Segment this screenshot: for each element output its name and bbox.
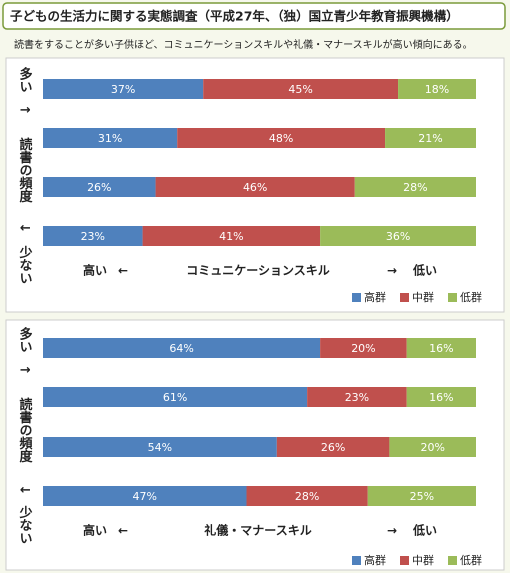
bar-segment — [406, 387, 476, 407]
bar-segment — [320, 226, 476, 246]
bar-segment — [406, 338, 476, 358]
value-label: 45% — [288, 83, 312, 96]
y-axis-label: ↑ — [17, 105, 32, 116]
title: 子どもの生活力に関する実態調査（平成27年、（独）国立青少年教育振興機構） — [10, 9, 459, 24]
value-label: 26% — [87, 181, 111, 194]
legend-label: 低群 — [460, 553, 482, 567]
bar-segment — [389, 437, 476, 457]
y-axis-label: 多い — [17, 326, 33, 353]
y-axis-label: ↓ — [17, 223, 32, 234]
subtitle: 読書をすることが多い子供ほど、コミュニケーションスキルや礼儀・マナースキルが高い… — [14, 38, 473, 51]
value-label: 20% — [351, 342, 375, 355]
bar-segment — [43, 226, 143, 246]
bar-segment — [276, 437, 390, 457]
value-label: 36% — [386, 230, 410, 243]
bar-segment — [320, 338, 407, 358]
value-label: 21% — [418, 132, 442, 145]
bar-segment — [246, 486, 368, 506]
value-label: 18% — [425, 83, 449, 96]
value-label: 16% — [429, 342, 453, 355]
bar-segment — [354, 177, 476, 197]
value-label: 25% — [410, 490, 434, 503]
value-label: 20% — [420, 441, 444, 454]
legend-label: 低群 — [460, 290, 482, 304]
value-label: 23% — [345, 391, 369, 404]
value-label: 47% — [133, 490, 157, 503]
x-axis-label: コミュニケーションスキル — [186, 264, 330, 278]
bar-segment — [385, 128, 476, 148]
value-label: 28% — [295, 490, 319, 503]
value-label: 54% — [148, 441, 172, 454]
x-axis-label: 礼儀・マナースキル — [204, 523, 311, 538]
bar-segment — [43, 338, 321, 358]
bar-segment — [155, 177, 355, 197]
legend-swatch — [400, 556, 409, 565]
y-axis-label: ↑ — [17, 365, 32, 376]
value-label: 64% — [169, 342, 193, 355]
title-box — [2, 2, 506, 30]
value-label: 16% — [429, 391, 453, 404]
bar-segment — [43, 79, 204, 99]
y-axis-label: 少ない — [17, 505, 34, 545]
bar-segment — [177, 128, 386, 148]
y-axis-label: 読書の頻度 — [17, 137, 33, 204]
value-label: 46% — [243, 181, 267, 194]
y-axis-label: ↓ — [17, 485, 32, 496]
legend-swatch — [448, 556, 457, 565]
legend-swatch — [352, 556, 361, 565]
y-axis-label: 読書の頻度 — [17, 397, 33, 464]
bar-segment — [203, 79, 399, 99]
x-axis-label: 高い — [83, 523, 107, 538]
value-label: 48% — [269, 132, 293, 145]
value-label: 37% — [111, 83, 135, 96]
x-axis-label: → — [387, 264, 397, 278]
bar-segment — [367, 486, 476, 506]
value-label: 23% — [81, 230, 105, 243]
bar-segment — [43, 128, 178, 148]
value-label: 28% — [403, 181, 427, 194]
x-axis-label: → — [387, 524, 397, 538]
x-axis-label: 低い — [412, 523, 437, 538]
legend-label: 中群 — [412, 290, 434, 304]
bar-segment — [307, 387, 407, 407]
legend-swatch — [352, 293, 361, 302]
y-axis-label: 少ない — [17, 245, 34, 285]
x-axis-label: 低い — [412, 263, 437, 278]
legend-label: 高群 — [364, 553, 386, 567]
x-axis-label: ← — [118, 264, 128, 278]
bar-segment — [398, 79, 476, 99]
x-axis-label: 高い — [83, 263, 107, 278]
bar-segment — [142, 226, 321, 246]
bar-segment — [43, 486, 247, 506]
value-label: 41% — [219, 230, 243, 243]
bar-segment — [43, 387, 308, 407]
legend-swatch — [448, 293, 457, 302]
legend-label: 高群 — [364, 290, 386, 304]
x-axis-label: ← — [118, 524, 128, 538]
value-label: 61% — [163, 391, 187, 404]
value-label: 31% — [98, 132, 122, 145]
bar-segment — [43, 437, 277, 457]
bar-segment — [43, 177, 156, 197]
value-label: 26% — [321, 441, 345, 454]
legend-swatch — [400, 293, 409, 302]
y-axis-label: 多い — [17, 66, 33, 93]
legend-label: 中群 — [412, 553, 434, 567]
